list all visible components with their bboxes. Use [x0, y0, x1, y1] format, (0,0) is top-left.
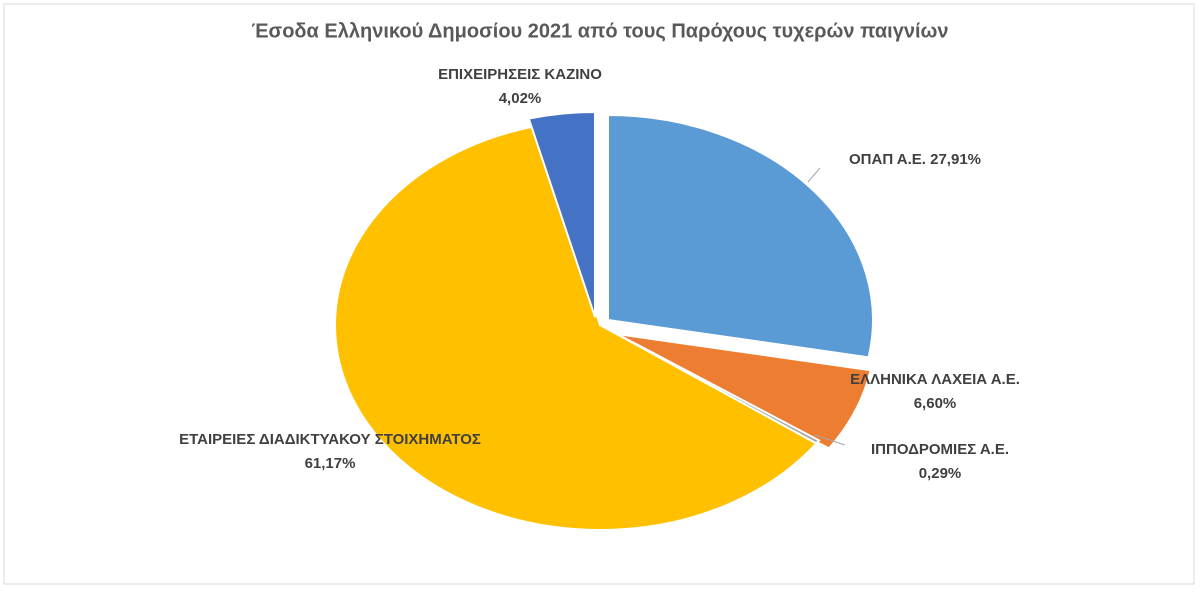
category-label: ΟΠΑΠ Α.Ε.: [849, 151, 926, 168]
pie-slice: [334, 125, 818, 531]
category-label: ΙΠΠΟΔΡΟΜΙΕΣ Α.Ε.: [871, 441, 1009, 458]
pie-slice: [527, 110, 596, 318]
chart-title: Έσοδα Ελληνικού Δημοσίου 2021 από τους Π…: [251, 20, 948, 42]
category-label: ΕΤΑΙΡΕΙΕΣ ΔΙΑΔΙΚΤΥΑΚΟΥ ΣΤΟΙΧΗΜΑΤΟΣ: [179, 431, 481, 448]
leader-line: [807, 167, 821, 183]
data-label: ΟΠΑΠ Α.Ε. 27,91%: [849, 151, 981, 168]
value-label: 61,17%: [305, 455, 356, 472]
leader-line: [814, 434, 846, 446]
value-label: 6,60%: [914, 395, 957, 412]
value-label: 4,02%: [499, 90, 542, 107]
value-label: 0,29%: [919, 465, 962, 482]
category-label: ΕΠΙΧΕΙΡΗΣΕΙΣ ΚΑΖΙΝΟ: [438, 66, 602, 83]
value-label: 27,91%: [930, 151, 981, 168]
pie-slice: [607, 113, 874, 359]
pie-slice: [609, 332, 872, 450]
category-label: ΕΛΛΗΝΙΚΑ ΛΑΧΕΙΑ Α.Ε.: [850, 371, 1020, 388]
